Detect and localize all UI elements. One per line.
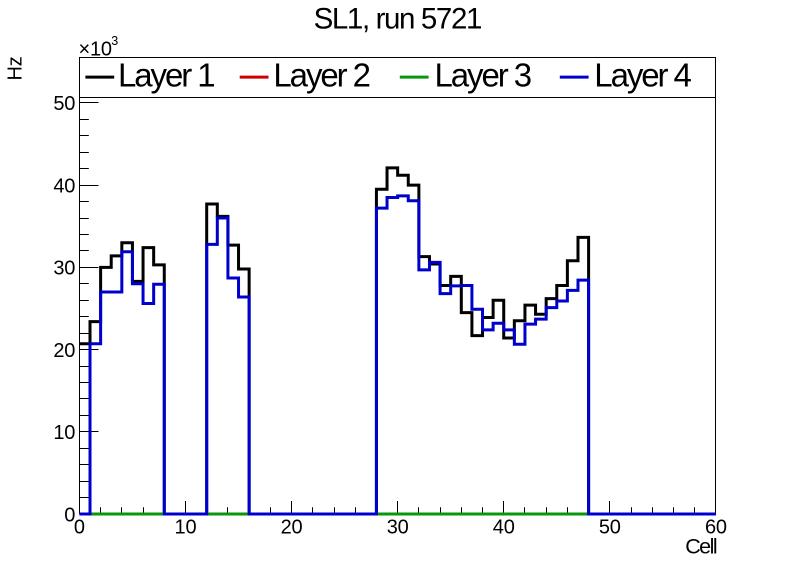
svg-text:×10: ×10 (79, 39, 112, 61)
svg-text:20: 20 (281, 517, 303, 539)
svg-text:10: 10 (175, 517, 197, 539)
svg-text:30: 30 (387, 517, 409, 539)
svg-text:40: 40 (493, 517, 515, 539)
svg-text:0: 0 (64, 504, 75, 526)
svg-text:Hz: Hz (5, 56, 27, 80)
svg-text:Cell: Cell (685, 534, 717, 558)
svg-text:Layer 4: Layer 4 (594, 57, 692, 94)
svg-text:60: 60 (705, 517, 727, 539)
svg-text:10: 10 (53, 422, 75, 444)
svg-text:50: 50 (599, 517, 621, 539)
svg-text:50: 50 (53, 93, 75, 115)
svg-text:3: 3 (111, 34, 118, 48)
svg-text:40: 40 (53, 175, 75, 197)
svg-text:20: 20 (53, 340, 75, 362)
svg-text:30: 30 (53, 258, 75, 280)
svg-text:0: 0 (74, 517, 85, 539)
svg-text:Layer 3: Layer 3 (435, 57, 533, 94)
svg-text:Layer 2: Layer 2 (273, 57, 371, 94)
svg-text:Layer 1: Layer 1 (118, 57, 216, 94)
svg-text:SL1, run 5721: SL1, run 5721 (314, 3, 483, 36)
